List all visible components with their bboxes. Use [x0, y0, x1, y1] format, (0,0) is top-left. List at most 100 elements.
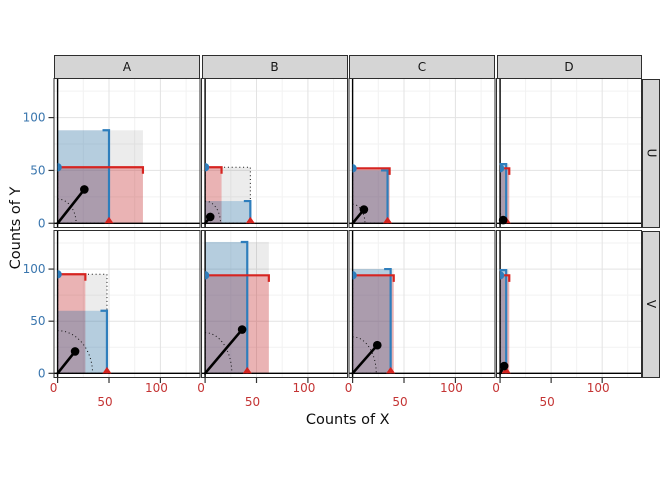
panel-D-V-blue-half-circle-marker — [500, 271, 505, 280]
panel-B-V-original-rect — [205, 275, 248, 374]
facet-strip-label: C — [417, 59, 427, 74]
panel-D-V-scaled-point — [499, 361, 509, 371]
panel-B-U-red-width-bracket — [205, 166, 223, 174]
panel-A-V-border — [53, 230, 201, 378]
panel-B-U-scaled-point — [205, 212, 215, 222]
panel-C-U-scaled-point — [359, 205, 369, 214]
panel-C-V-border — [348, 230, 496, 378]
panel-C-U-blue-height-bracket — [381, 169, 389, 224]
x-tick-label: 50 — [245, 395, 260, 409]
panel-A-U-y-scaled-rect — [57, 130, 110, 224]
panel-D-U-blue-height-bracket — [499, 162, 508, 224]
panel-A-U-blue-height-bracket — [102, 129, 111, 224]
panel-D-V-both-scaled-rect — [500, 270, 510, 374]
panel-C-V-red-width-bracket — [352, 274, 395, 282]
panel-A-U-red-width-bracket — [57, 166, 145, 174]
panel-C-V-both-scaled-rect — [352, 269, 394, 374]
panel-C-V-spoke-line — [351, 343, 379, 375]
x-tick-label: 0 — [345, 381, 353, 395]
y-axis-title: Counts of Y — [8, 186, 24, 270]
panel-B-V-scaled-point — [237, 325, 247, 334]
panel-C-V-blue-height-bracket — [384, 267, 392, 374]
panel-A-V-spoke-line — [56, 350, 77, 375]
panel-B-U-border — [201, 78, 348, 228]
panel-B-U-y-scaled-rect — [205, 201, 251, 224]
panel-B-V-red-width-bracket — [205, 274, 270, 282]
panel-A-V-both-scaled-rect — [57, 310, 86, 374]
x-tick-label: 100 — [587, 381, 610, 395]
panel-A-V-blue-half-circle-marker — [57, 270, 62, 279]
panel-B-V-blue-half-circle-marker — [205, 271, 210, 280]
facet-strip-V: V — [642, 230, 660, 378]
panel-D-V-red-triangle-marker — [501, 366, 511, 374]
panel-A-V-red-width-bracket — [57, 273, 87, 281]
panel-A-V-radius-arc-dotted — [57, 330, 94, 374]
x-tick-label: 100 — [145, 381, 168, 395]
panel-B-V-both-scaled-rect — [205, 241, 269, 374]
panel-D-U-x-scaled-rect — [500, 168, 510, 224]
x-tick-label: 0 — [492, 381, 500, 395]
x-tick-label: 50 — [392, 395, 407, 409]
panel-C-V-radius-arc-dotted — [352, 336, 377, 374]
x-tick-label: 100 — [292, 381, 315, 395]
panel-A-U-scaled-point — [80, 185, 89, 194]
panel-C-V-original-rect — [352, 275, 391, 374]
panel-C-U-red-triangle-marker — [383, 216, 393, 224]
panel-C-V-x-scaled-rect — [352, 275, 394, 374]
panel-B-V-border — [201, 230, 348, 378]
panel-D-V-original-rect — [500, 275, 507, 374]
panel-B-U-blue-height-bracket — [243, 199, 252, 224]
panel-B-U-red-triangle-marker — [245, 216, 255, 224]
facet-strip-U: U — [642, 78, 660, 228]
panel-D-U-y-scaled-rect — [500, 164, 507, 224]
panel-D-V-x-scaled-rect — [500, 275, 510, 374]
panel-A-V-red-triangle-marker — [102, 366, 112, 374]
panel-D-V-y-scaled-rect — [500, 270, 507, 374]
panel-C-V-y-scaled-rect — [352, 269, 391, 374]
panel-A-U-spoke-line — [56, 188, 86, 225]
panel-B-V-spoke-line — [203, 328, 244, 375]
y-tick-label: 50 — [30, 163, 45, 177]
x-tick-label: 0 — [197, 381, 205, 395]
x-tick-label: 0 — [50, 381, 58, 395]
x-axis-title: Counts of X — [305, 412, 390, 428]
panel-A-U-border — [53, 78, 201, 228]
panel-A-V-original-rect — [57, 274, 107, 374]
panel-A-V-scaled-point — [70, 347, 80, 356]
panel-D-V-border — [496, 230, 642, 378]
panel-D-U-original-rect — [500, 168, 507, 224]
panel-C-V-scaled-point — [372, 340, 382, 350]
panel-D-V-blue-height-bracket — [499, 269, 508, 374]
panel-C-U-red-width-bracket — [352, 167, 391, 175]
panel-D-U-scaled-point — [498, 215, 508, 225]
panel-B-V-y-scaled-rect — [205, 241, 248, 374]
panel-D-U-border — [496, 78, 642, 228]
panel-A-V-blue-height-bracket — [100, 309, 109, 374]
panel-A-U-red-triangle-marker — [104, 216, 114, 224]
panel-A-U-blue-half-circle-marker — [57, 163, 62, 172]
panel-B-V-radius-arc-dotted — [205, 332, 233, 374]
panel-B-U-blue-half-circle-marker — [205, 163, 210, 172]
y-tick-label: 100 — [23, 111, 46, 125]
panel-B-V-blue-height-bracket — [240, 240, 249, 374]
facet-strip-label: A — [122, 59, 132, 74]
panel-C-U-blue-half-circle-marker — [352, 164, 357, 173]
panel-A-U-x-scaled-rect — [57, 167, 143, 224]
panel-C-V-blue-half-circle-marker — [352, 271, 357, 280]
panel-B-V-red-triangle-marker — [242, 366, 252, 374]
x-tick-label: 100 — [440, 381, 463, 395]
y-tick-label: 0 — [38, 366, 46, 380]
panel-A-U-both-scaled-rect — [57, 130, 143, 224]
panel-D-U-blue-half-circle-marker — [500, 164, 505, 173]
facet-strip-label: D — [564, 59, 574, 74]
x-tick-label: 50 — [539, 395, 554, 409]
panel-C-U-border — [348, 78, 496, 228]
y-tick-label: 100 — [23, 262, 46, 276]
panel-C-V-red-triangle-marker — [386, 366, 396, 374]
panel-C-U-original-rect — [352, 168, 388, 224]
y-tick-label: 50 — [30, 314, 45, 328]
facet-strip-label: B — [270, 59, 279, 74]
panel-B-V-x-scaled-rect — [205, 275, 269, 374]
